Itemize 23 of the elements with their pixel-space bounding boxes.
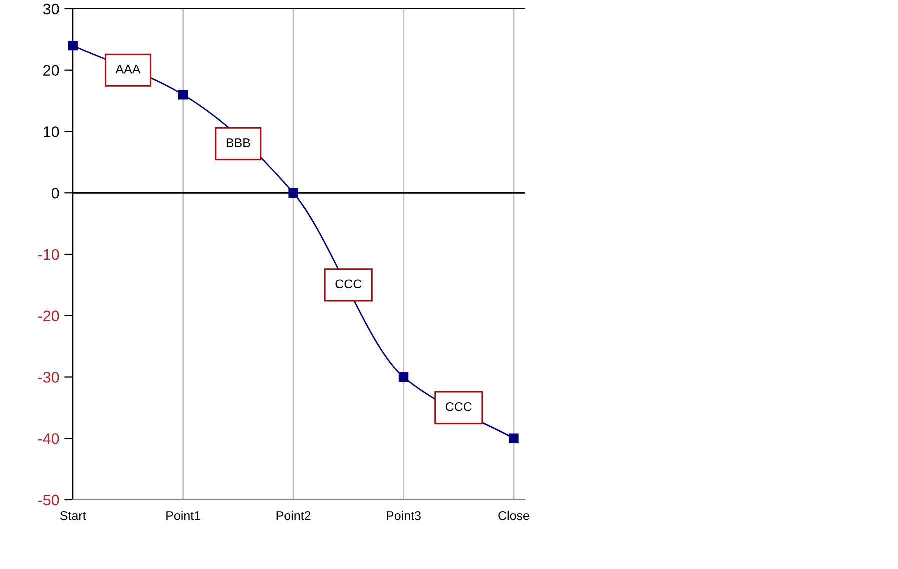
y-tick-label: 10: [44, 126, 60, 138]
x-tick-label: Start: [60, 511, 86, 520]
y-tick-label: 20: [44, 65, 60, 76]
point: [509, 434, 519, 444]
annotation: CCC: [446, 402, 472, 412]
annotation: BBB: [226, 138, 250, 148]
y-tick-label: -10: [38, 249, 60, 260]
x-tick-label: Close: [498, 511, 530, 520]
point: [178, 90, 188, 100]
annotation: CCC: [336, 280, 362, 289]
point: [398, 372, 409, 382]
point: [288, 188, 298, 198]
y-tick-label: 0: [52, 188, 60, 199]
y-tick-label: -40: [38, 433, 60, 444]
y-tick-label: -50: [38, 494, 60, 506]
x-tick-label: Point1: [166, 511, 200, 520]
x-tick-label: Point3: [387, 511, 421, 520]
annotation: AAA: [116, 65, 141, 74]
y-tick-label: -20: [38, 310, 60, 322]
y-tick-label: -30: [38, 372, 60, 383]
x-tick-label: Point2: [276, 511, 311, 520]
point: [68, 40, 78, 51]
y-tick-label: 30: [43, 4, 60, 15]
